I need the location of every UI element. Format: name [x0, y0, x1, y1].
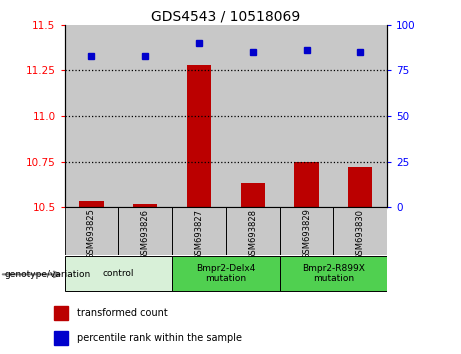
Bar: [172, 256, 280, 291]
Text: GSM693825: GSM693825: [87, 209, 96, 259]
Title: GDS4543 / 10518069: GDS4543 / 10518069: [151, 10, 301, 24]
Bar: [54, 306, 68, 320]
Bar: [118, 207, 172, 255]
Text: Bmpr2-R899X
mutation: Bmpr2-R899X mutation: [302, 264, 365, 283]
Text: Bmpr2-Delx4
mutation: Bmpr2-Delx4 mutation: [196, 264, 255, 283]
Text: genotype/variation: genotype/variation: [5, 270, 91, 279]
Text: GSM693828: GSM693828: [248, 209, 257, 259]
Bar: [172, 207, 226, 255]
Bar: [226, 207, 280, 255]
Text: GSM693829: GSM693829: [302, 209, 311, 259]
Bar: [333, 25, 387, 207]
Bar: [133, 204, 157, 207]
Text: GSM693826: GSM693826: [141, 209, 150, 259]
Text: percentile rank within the sample: percentile rank within the sample: [77, 333, 242, 343]
Bar: [172, 25, 226, 207]
Text: control: control: [103, 269, 134, 278]
Bar: [65, 207, 118, 255]
Bar: [226, 25, 280, 207]
Bar: [187, 65, 211, 207]
Bar: [333, 207, 387, 255]
Bar: [295, 161, 319, 207]
Bar: [79, 201, 104, 207]
Text: transformed count: transformed count: [77, 308, 167, 318]
Bar: [241, 183, 265, 207]
Bar: [280, 207, 333, 255]
Bar: [54, 331, 68, 345]
Bar: [280, 256, 387, 291]
Bar: [65, 25, 118, 207]
Bar: [280, 25, 333, 207]
Bar: [65, 256, 172, 291]
Bar: [118, 25, 172, 207]
Bar: [348, 167, 372, 207]
Text: GSM693830: GSM693830: [356, 209, 365, 259]
Text: GSM693827: GSM693827: [195, 209, 203, 259]
